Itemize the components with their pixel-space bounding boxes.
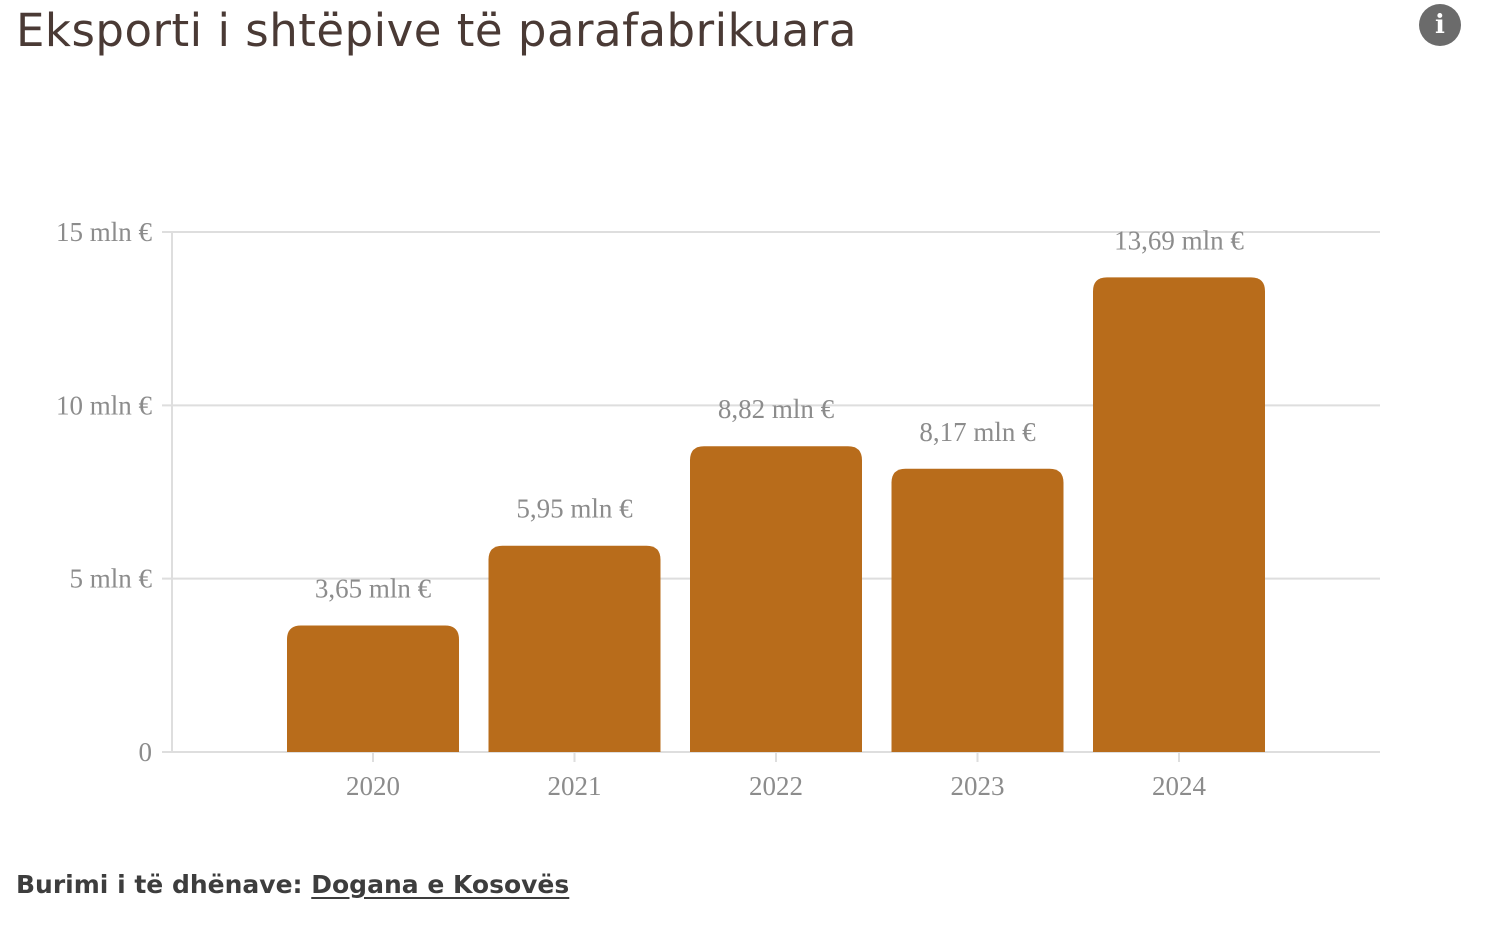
bar-2022[interactable] <box>690 446 862 752</box>
info-icon[interactable]: i <box>1419 4 1461 46</box>
y-tick-label: 10 mln € <box>56 390 153 420</box>
data-label: 3,65 mln € <box>315 573 432 603</box>
bar-2021[interactable] <box>488 545 661 752</box>
data-label: 8,17 mln € <box>919 417 1036 447</box>
bar-2024[interactable] <box>1093 277 1265 752</box>
x-tick-label: 2023 <box>951 771 1005 801</box>
data-label: 13,69 mln € <box>1114 225 1244 255</box>
x-axis: 2020 2021 2022 2023 2024 <box>346 752 1207 801</box>
y-tick-label: 0 <box>139 737 153 767</box>
x-tick-label: 2021 <box>548 771 602 801</box>
x-tick-label: 2020 <box>346 771 400 801</box>
data-source: Burimi i të dhënave: Dogana e Kosovës <box>16 870 569 899</box>
bar-2023[interactable] <box>891 468 1064 752</box>
source-link[interactable]: Dogana e Kosovës <box>311 870 570 899</box>
source-prefix: Burimi i të dhënave: <box>16 870 303 899</box>
bars <box>287 277 1265 752</box>
y-tick-label: 15 mln € <box>56 217 153 247</box>
bar-2020[interactable] <box>287 625 459 752</box>
y-axis: 0 5 mln € 10 mln € 15 mln € <box>56 217 153 767</box>
x-tick-label: 2024 <box>1152 771 1207 801</box>
x-tick-label: 2022 <box>749 771 803 801</box>
data-label: 8,82 mln € <box>718 394 835 424</box>
data-labels: 3,65 mln € 5,95 mln € 8,82 mln € 8,17 mln €… <box>315 225 1245 603</box>
chart-title: Eksporti i shtëpive të parafabrikuara <box>16 4 857 57</box>
data-label: 5,95 mln € <box>516 494 633 524</box>
y-tick-label: 5 mln € <box>69 564 152 594</box>
